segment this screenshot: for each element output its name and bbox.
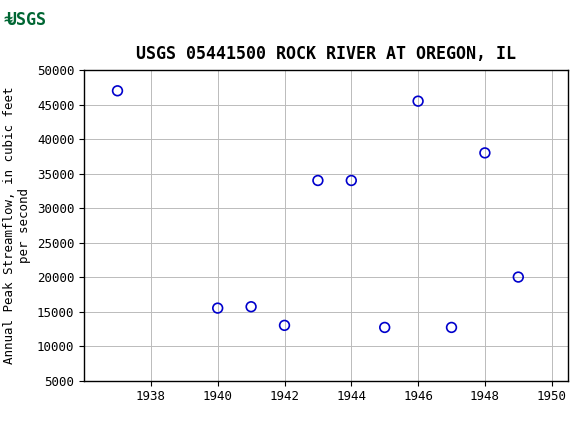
Text: USGS: USGS — [6, 11, 46, 29]
Point — [347, 177, 356, 184]
Bar — [0, 0, 128, 40]
Point — [514, 273, 523, 280]
Point — [313, 177, 322, 184]
Point — [213, 305, 222, 312]
Point — [246, 303, 256, 310]
Point — [380, 324, 389, 331]
Point — [113, 87, 122, 94]
Point — [447, 324, 456, 331]
Point — [480, 150, 490, 157]
Point — [414, 98, 423, 104]
Title: USGS 05441500 ROCK RIVER AT OREGON, IL: USGS 05441500 ROCK RIVER AT OREGON, IL — [136, 45, 516, 63]
Point — [280, 322, 289, 329]
Text: ≈: ≈ — [3, 12, 12, 27]
Y-axis label: Annual Peak Streamflow, in cubic feet
per second: Annual Peak Streamflow, in cubic feet pe… — [3, 86, 31, 364]
